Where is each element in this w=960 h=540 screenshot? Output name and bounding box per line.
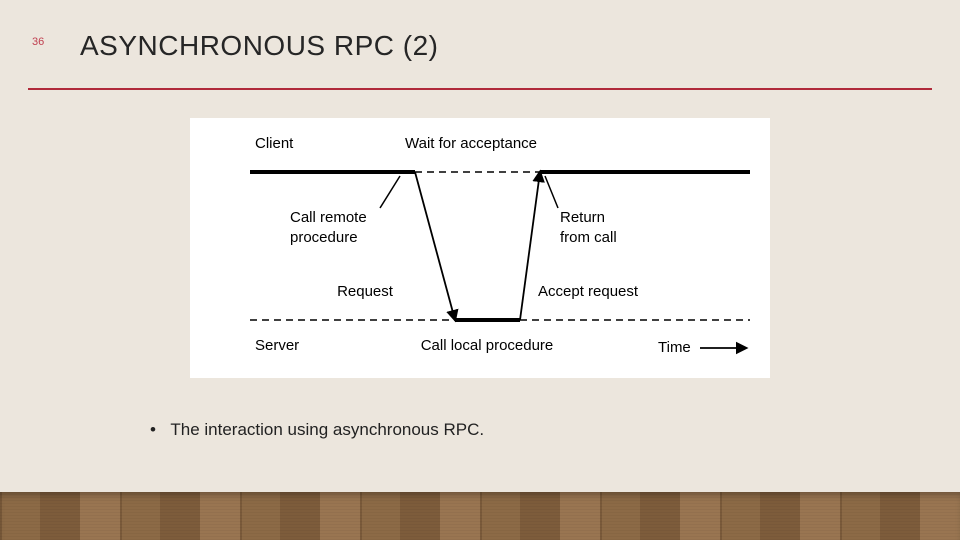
bullet-dot: • xyxy=(150,420,156,440)
svg-text:Wait for acceptance: Wait for acceptance xyxy=(405,135,537,152)
slide: 36 ASYNCHRONOUS RPC (2) Client Wait for a… xyxy=(0,0,960,540)
svg-text:procedure: procedure xyxy=(290,229,358,246)
rpc-timing-diagram: Client Wait for acceptance Call remote proc… xyxy=(190,118,770,378)
page-number: 36 xyxy=(32,36,44,48)
svg-text:Call remote: Call remote xyxy=(290,209,367,226)
svg-text:Accept request: Accept request xyxy=(538,283,639,300)
svg-text:Return: Return xyxy=(560,209,605,226)
svg-text:Client: Client xyxy=(255,135,294,152)
svg-text:Server: Server xyxy=(255,337,299,354)
bullet-text: The interaction using asynchronous RPC. xyxy=(170,420,484,439)
bullet-line: • The interaction using asynchronous RPC… xyxy=(150,420,484,440)
svg-text:Request: Request xyxy=(337,283,394,300)
title-underline xyxy=(28,88,932,90)
svg-text:from call: from call xyxy=(560,229,617,246)
slide-title: ASYNCHRONOUS RPC (2) xyxy=(80,30,438,62)
svg-text:Call local procedure: Call local procedure xyxy=(421,337,554,354)
floor-texture xyxy=(0,492,960,540)
svg-text:Time: Time xyxy=(658,339,691,356)
